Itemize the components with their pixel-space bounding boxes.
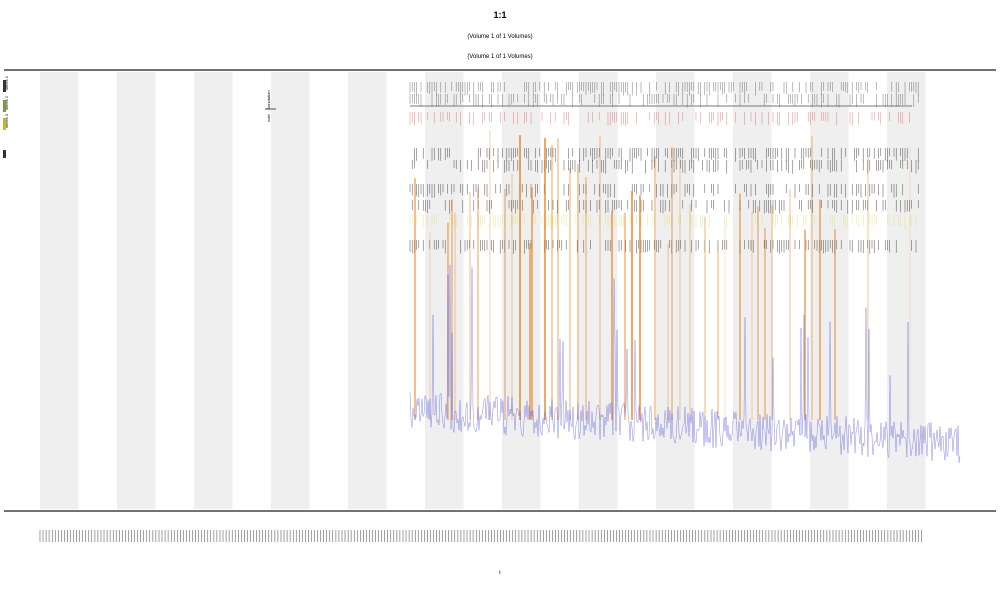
event-tick-rows bbox=[409, 82, 919, 254]
annotation-line-1: Annotation bbox=[266, 90, 271, 109]
legend-swatch-4 bbox=[3, 150, 6, 158]
annotation-line-2: note bbox=[266, 113, 271, 122]
legend-label-2: series 2 bbox=[4, 95, 9, 110]
background-band bbox=[502, 72, 541, 509]
background-band bbox=[40, 72, 79, 509]
legend-swatch-1 bbox=[3, 80, 6, 92]
annotation: Annotation note bbox=[265, 90, 276, 122]
background-bands bbox=[40, 72, 926, 509]
background-band bbox=[271, 72, 310, 509]
x-axis-tick-labels bbox=[39, 530, 922, 542]
background-band bbox=[656, 72, 695, 509]
background-band bbox=[425, 72, 464, 509]
chart-title: 1:1 bbox=[493, 10, 506, 20]
legend: series 1 series 2 series 3 bbox=[3, 75, 9, 158]
chart-subtitle-2: (Volume 1 of 1 Volumes) bbox=[467, 54, 532, 60]
background-band bbox=[579, 72, 618, 509]
x-axis-label: t bbox=[499, 570, 501, 576]
background-band bbox=[887, 72, 926, 509]
chart-subtitle-1: (Volume 1 of 1 Volumes) bbox=[467, 34, 532, 40]
background-band bbox=[194, 72, 233, 509]
background-band bbox=[810, 72, 849, 509]
legend-label-3: series 3 bbox=[4, 113, 9, 128]
legend-swatch-3 bbox=[3, 118, 6, 130]
legend-swatch-2 bbox=[3, 100, 6, 112]
background-band bbox=[348, 72, 387, 509]
spike-lines bbox=[414, 130, 911, 420]
signal-line bbox=[409, 264, 961, 463]
background-band bbox=[117, 72, 156, 509]
legend-label-1: series 1 bbox=[4, 75, 9, 90]
